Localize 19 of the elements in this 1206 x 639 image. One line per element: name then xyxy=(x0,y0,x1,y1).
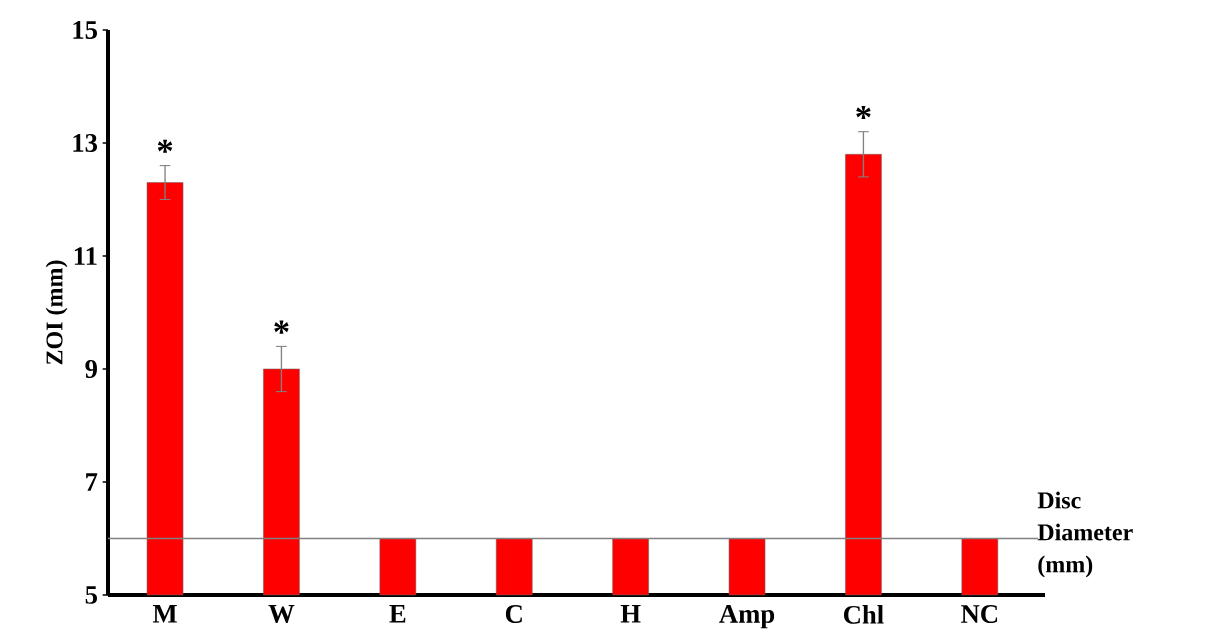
x-tick-label: M xyxy=(152,605,177,623)
y-tick-label: 7 xyxy=(86,473,98,491)
y-tick-label: 15 xyxy=(73,21,97,39)
y-tick-label: 9 xyxy=(85,360,97,378)
ref-line-label: Disc Diameter (mm) xyxy=(1037,491,1133,578)
y-tick-label: 13 xyxy=(73,134,98,152)
x-tick-label: NC xyxy=(961,605,998,623)
x-tick-label: Amp xyxy=(719,605,775,629)
annotation: * xyxy=(274,320,289,334)
y-tick-label: 5 xyxy=(85,586,97,604)
annotation: * xyxy=(856,105,871,119)
x-tick-label: H xyxy=(620,605,641,623)
x-tick-label: Chl xyxy=(843,605,884,624)
annotation: * xyxy=(157,139,173,153)
x-tick-label: E xyxy=(389,605,406,623)
y-axis-title: ZOI (mm) xyxy=(45,260,68,365)
x-tick-label: W xyxy=(268,605,295,623)
y-tick-label: 11 xyxy=(74,247,97,265)
x-tick-label: C xyxy=(505,605,522,623)
